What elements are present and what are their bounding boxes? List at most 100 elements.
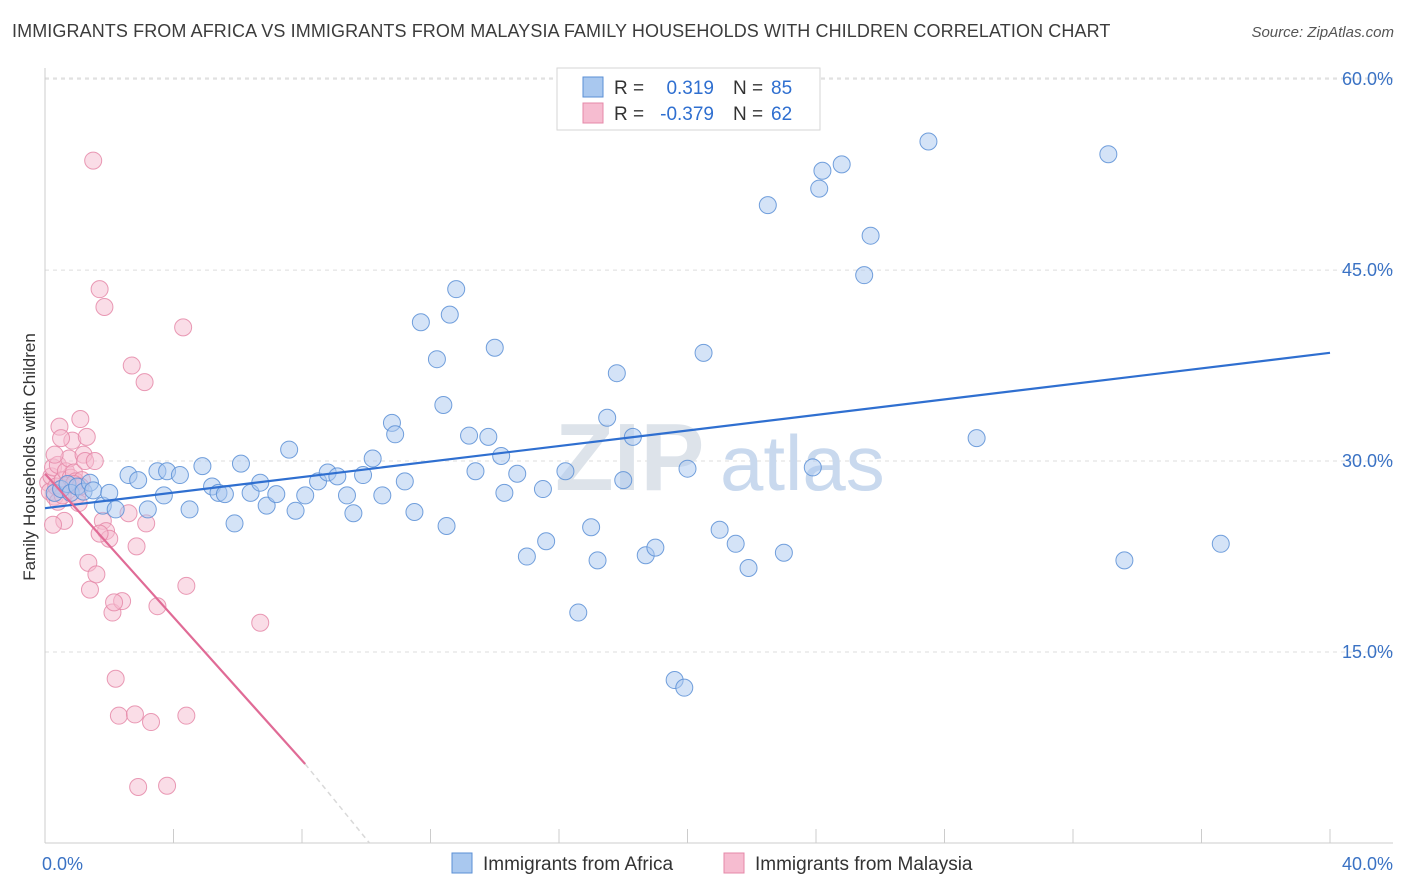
africa-point-73 bbox=[694, 343, 713, 362]
africa-point-65 bbox=[607, 364, 626, 383]
africa-point-17 bbox=[170, 466, 189, 485]
bottom-legend: Immigrants from Africa Immigrants from M… bbox=[451, 852, 973, 875]
legend-n-label-africa: N = bbox=[733, 78, 763, 99]
africa-point-7 bbox=[84, 481, 103, 500]
malaysia-point-36 bbox=[106, 669, 125, 688]
africa-point-60 bbox=[556, 462, 575, 481]
malaysia-point-44 bbox=[135, 373, 154, 392]
africa-point-84 bbox=[861, 226, 880, 245]
bottom-legend-label-malaysia: Immigrants from Malaysia bbox=[755, 854, 973, 875]
source-credit: Source: ZipAtlas.com bbox=[1251, 24, 1394, 41]
malaysia-point-61 bbox=[105, 593, 124, 612]
malaysia-point-29 bbox=[87, 565, 106, 584]
africa-point-46 bbox=[434, 396, 453, 415]
y-axis-label: Family Households with Children bbox=[20, 333, 39, 581]
malaysia-point-24 bbox=[77, 427, 96, 446]
africa-point-55 bbox=[495, 483, 514, 502]
africa-point-56 bbox=[508, 464, 527, 483]
africa-point-78 bbox=[774, 543, 793, 562]
africa-point-12 bbox=[129, 471, 148, 490]
africa-point-34 bbox=[328, 467, 347, 486]
africa-point-13 bbox=[138, 500, 157, 519]
series-africa-points bbox=[45, 132, 1230, 697]
africa-point-63 bbox=[588, 551, 607, 570]
africa-point-89 bbox=[1211, 534, 1230, 553]
trend-lines bbox=[44, 351, 1331, 844]
malaysia-point-46 bbox=[142, 713, 161, 732]
africa-point-53 bbox=[485, 338, 504, 357]
africa-point-10 bbox=[106, 500, 125, 519]
legend-swatch-africa bbox=[582, 76, 604, 98]
legend-r-value-africa: 0.319 bbox=[666, 78, 714, 99]
africa-point-77 bbox=[758, 196, 777, 215]
africa-point-31 bbox=[296, 486, 315, 505]
africa-point-87 bbox=[1099, 145, 1118, 164]
x-tick-label-max: 40.0% bbox=[1342, 854, 1393, 874]
africa-point-28 bbox=[267, 485, 286, 504]
malaysia-point-41 bbox=[125, 705, 144, 724]
malaysia-point-51 bbox=[177, 576, 196, 595]
axes bbox=[44, 68, 1393, 844]
africa-point-66 bbox=[614, 471, 633, 490]
africa-point-45 bbox=[427, 350, 446, 369]
legend-r-label-malaysia: R = bbox=[614, 104, 644, 125]
malaysia-point-52 bbox=[251, 613, 270, 632]
africa-point-75 bbox=[726, 534, 745, 553]
africa-point-51 bbox=[466, 462, 485, 481]
bottom-legend-swatch-africa bbox=[451, 852, 473, 874]
legend-n-value-africa: 85 bbox=[771, 78, 792, 99]
africa-point-61 bbox=[569, 603, 588, 622]
y-tick-label-3: 60.0% bbox=[1342, 69, 1393, 89]
africa-point-79 bbox=[803, 458, 822, 477]
malaysia-point-40 bbox=[122, 356, 141, 375]
malaysia-point-37 bbox=[109, 706, 128, 725]
trend-line-africa bbox=[44, 351, 1331, 510]
africa-point-74 bbox=[710, 520, 729, 539]
y-tick-label-0: 15.0% bbox=[1342, 642, 1393, 662]
bottom-legend-swatch-malaysia bbox=[723, 852, 745, 874]
africa-point-58 bbox=[533, 480, 552, 499]
africa-point-72 bbox=[678, 459, 697, 478]
africa-point-24 bbox=[231, 454, 250, 473]
malaysia-point-49 bbox=[174, 318, 193, 337]
africa-point-62 bbox=[582, 518, 601, 537]
africa-point-81 bbox=[813, 161, 832, 180]
page-title: IMMIGRANTS FROM AFRICA VS IMMIGRANTS FRO… bbox=[12, 21, 1111, 41]
malaysia-point-42 bbox=[127, 537, 146, 556]
trend-line-malaysia-extension bbox=[304, 763, 371, 844]
africa-point-82 bbox=[832, 155, 851, 174]
legend-swatch-malaysia bbox=[582, 102, 604, 124]
y-tick-labels: 15.0% 30.0% 45.0% 60.0% bbox=[1342, 69, 1393, 662]
africa-point-71 bbox=[675, 678, 694, 697]
malaysia-point-48 bbox=[158, 776, 177, 795]
malaysia-point-32 bbox=[95, 297, 114, 316]
legend-n-value-malaysia: 62 bbox=[771, 104, 792, 125]
africa-point-35 bbox=[337, 486, 356, 505]
africa-point-54 bbox=[492, 446, 511, 465]
legend-n-label-malaysia: N = bbox=[733, 104, 763, 125]
africa-point-44 bbox=[411, 313, 430, 332]
africa-point-59 bbox=[537, 532, 556, 551]
africa-point-38 bbox=[363, 449, 382, 468]
malaysia-point-43 bbox=[129, 777, 148, 796]
africa-point-85 bbox=[919, 132, 938, 151]
malaysia-point-53 bbox=[52, 429, 71, 448]
africa-point-88 bbox=[1115, 551, 1134, 570]
malaysia-point-55 bbox=[44, 515, 63, 534]
africa-point-80 bbox=[810, 179, 829, 198]
grid-lines bbox=[45, 77, 1393, 653]
legend-r-value-malaysia: -0.379 bbox=[660, 104, 714, 125]
y-tick-label-1: 30.0% bbox=[1342, 451, 1393, 471]
africa-point-43 bbox=[405, 502, 424, 521]
africa-point-18 bbox=[180, 500, 199, 519]
watermark-zip: ZIP bbox=[555, 404, 704, 511]
x-tick-label-min: 0.0% bbox=[42, 854, 83, 874]
africa-point-69 bbox=[646, 538, 665, 557]
bottom-legend-label-africa: Immigrants from Africa bbox=[483, 854, 673, 875]
africa-point-57 bbox=[517, 547, 536, 566]
africa-point-42 bbox=[395, 472, 414, 491]
malaysia-point-28 bbox=[85, 452, 104, 471]
y-tick-label-2: 45.0% bbox=[1342, 260, 1393, 280]
africa-point-52 bbox=[479, 427, 498, 446]
